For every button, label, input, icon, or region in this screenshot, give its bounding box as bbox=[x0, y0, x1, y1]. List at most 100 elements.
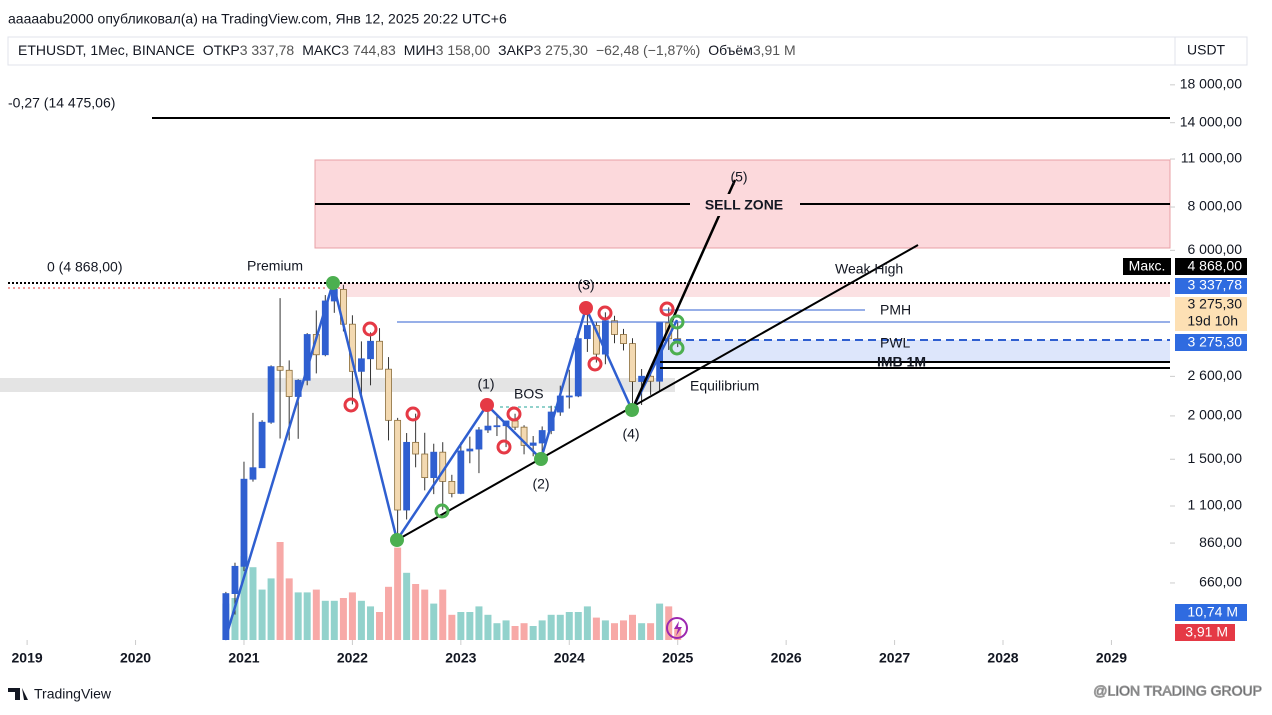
label-bg bbox=[690, 194, 800, 216]
volume-bar bbox=[421, 589, 429, 640]
max-tag bbox=[1123, 258, 1171, 275]
axes: 18 000,00 14 000,00 11 000,00 8 000,00 6 000… bbox=[12, 76, 1243, 666]
price-tag bbox=[1175, 297, 1247, 331]
candle-body bbox=[520, 426, 528, 446]
candle-body bbox=[466, 448, 474, 452]
imb-label: IMB 1M bbox=[877, 354, 926, 370]
candle-body bbox=[511, 420, 519, 428]
max-tag-text: Макс. bbox=[1129, 258, 1166, 274]
volume-bar bbox=[267, 578, 275, 640]
volume-bar bbox=[556, 614, 564, 640]
y-tick-label: 2 000,00 bbox=[1188, 407, 1243, 423]
volume-bar bbox=[674, 629, 682, 640]
volume-tag bbox=[1175, 604, 1247, 621]
y-tick-label: 660,00 bbox=[1199, 574, 1242, 590]
pivot bbox=[390, 533, 404, 547]
volume-bar bbox=[628, 614, 636, 640]
fib-label: -0,27 (14 475,06) bbox=[8, 95, 115, 111]
sell-zone-label: SELL ZONE bbox=[705, 197, 783, 213]
equilibrium-band bbox=[0, 378, 675, 392]
volume-bar bbox=[403, 572, 411, 640]
price-tag bbox=[1175, 334, 1247, 351]
value: 3 337,78 bbox=[240, 42, 295, 58]
candle-body bbox=[565, 395, 573, 398]
wave-label: (2) bbox=[532, 476, 549, 492]
volume-bar bbox=[321, 600, 329, 640]
price-tag-text: 3 337,78 bbox=[1188, 277, 1243, 293]
pmh-label: PMH bbox=[880, 302, 911, 318]
imb-zone bbox=[660, 340, 1170, 362]
label: Объём bbox=[708, 42, 753, 58]
price-tag bbox=[1175, 278, 1247, 294]
volume-bar bbox=[565, 612, 573, 640]
volume-bar bbox=[638, 623, 646, 640]
price-tag-text: 4 868,00 bbox=[1188, 258, 1243, 274]
candle-body bbox=[376, 340, 383, 370]
x-tick-label: 2019 bbox=[12, 650, 43, 666]
y-tick-label: 1 100,00 bbox=[1188, 497, 1243, 513]
marker bbox=[659, 301, 675, 317]
x-tick-label: 2020 bbox=[120, 650, 151, 666]
candle-body bbox=[475, 429, 483, 450]
volume-bar bbox=[439, 589, 447, 640]
volume-bar bbox=[520, 623, 528, 640]
y-tick-label: 8 000,00 bbox=[1188, 198, 1243, 214]
x-tick-label: 2021 bbox=[228, 650, 259, 666]
event-bolt bbox=[674, 621, 682, 636]
volume-tag bbox=[1175, 624, 1235, 641]
currency: USDT bbox=[1187, 42, 1226, 58]
label: ЗАКР bbox=[498, 42, 533, 58]
x-tick-label: 2028 bbox=[987, 650, 1018, 666]
volume-bar bbox=[547, 614, 555, 640]
pivot bbox=[625, 403, 639, 417]
published: aaaaabu2000 опубликовал(а) на TradingVie… bbox=[8, 11, 507, 27]
marker bbox=[506, 406, 522, 422]
candle-body bbox=[457, 450, 465, 494]
change: −62,48 (−1,87%) bbox=[596, 42, 700, 58]
volume-bar bbox=[367, 606, 375, 640]
volume-bar bbox=[285, 578, 293, 640]
y-tick-label: 860,00 bbox=[1199, 534, 1242, 550]
equilibrium-label: Equilibrium bbox=[690, 378, 759, 394]
wave-label: (1) bbox=[477, 376, 494, 392]
label: МАКС bbox=[302, 42, 341, 58]
candle-body bbox=[629, 343, 636, 382]
volume-bar bbox=[348, 592, 356, 640]
volume-bar bbox=[330, 600, 338, 640]
candle-body bbox=[394, 419, 402, 511]
value: 3 744,83 bbox=[341, 42, 396, 58]
pivot bbox=[326, 276, 340, 290]
symbol: ETHUSDT, 1Мес, BINANCE bbox=[18, 42, 195, 58]
candle-body bbox=[583, 325, 591, 340]
candle-body bbox=[611, 320, 618, 335]
fib-label: 0 (4 868,00) bbox=[47, 259, 123, 275]
pivot bbox=[579, 301, 593, 315]
candle-body bbox=[638, 375, 646, 382]
candle-body bbox=[529, 442, 537, 446]
volume-bar bbox=[647, 623, 655, 640]
value: 3,91 M bbox=[753, 42, 796, 58]
wave-label: (3) bbox=[577, 277, 594, 293]
volume-bar bbox=[258, 589, 266, 640]
candle-body bbox=[285, 369, 293, 397]
tv-logo bbox=[8, 688, 28, 700]
candle-body bbox=[258, 421, 266, 469]
volume-bar bbox=[376, 612, 384, 640]
marker bbox=[362, 321, 378, 337]
y-tick-label: 6 000,00 bbox=[1188, 241, 1243, 257]
header: ETHUSDT, 1Мес, BINANCE ОТКР3 337,78 МАКС3 … bbox=[18, 42, 796, 58]
volume-tag-text: 3,91 M bbox=[1185, 624, 1228, 640]
event-icon[interactable] bbox=[666, 617, 688, 639]
marker bbox=[496, 439, 512, 455]
volume-bar bbox=[610, 623, 618, 640]
volume-bar bbox=[475, 606, 483, 640]
volume-bar bbox=[493, 623, 501, 640]
volume-bar bbox=[385, 586, 393, 640]
marker bbox=[434, 503, 450, 519]
price-tag bbox=[1175, 258, 1247, 275]
y-tick-label: 14 000,00 bbox=[1180, 113, 1242, 129]
volume-bar bbox=[502, 620, 510, 640]
value: 3 275,30 bbox=[533, 42, 588, 58]
bos-label: BOS bbox=[514, 386, 544, 402]
